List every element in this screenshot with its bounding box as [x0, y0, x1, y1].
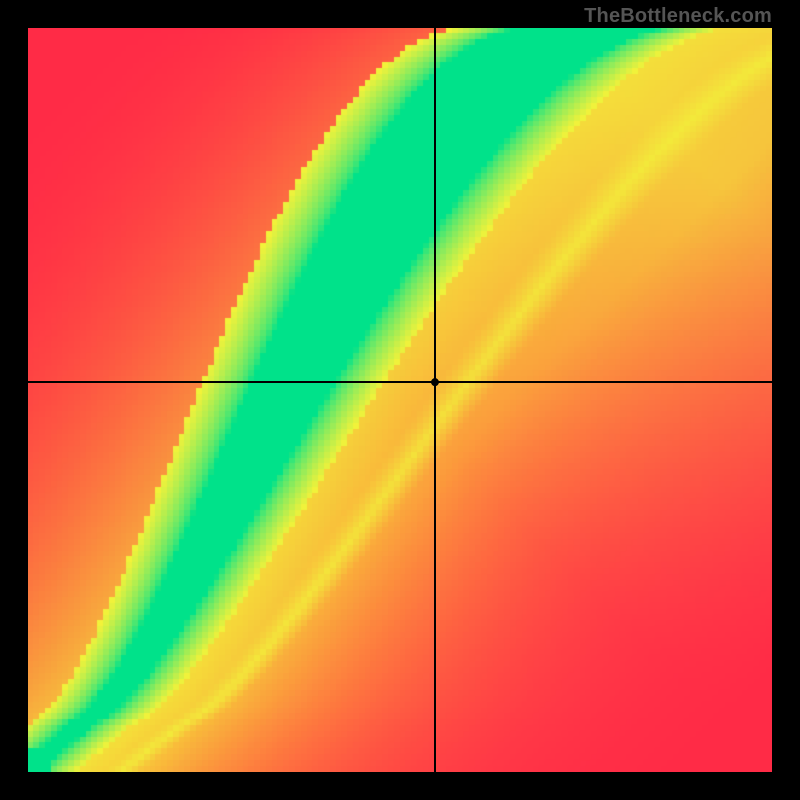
watermark-text: TheBottleneck.com [584, 5, 772, 28]
bottleneck-heatmap [28, 28, 772, 772]
chart-container: TheBottleneck.com [0, 0, 800, 800]
crosshair-vertical [434, 28, 436, 772]
crosshair-horizontal [28, 381, 772, 383]
